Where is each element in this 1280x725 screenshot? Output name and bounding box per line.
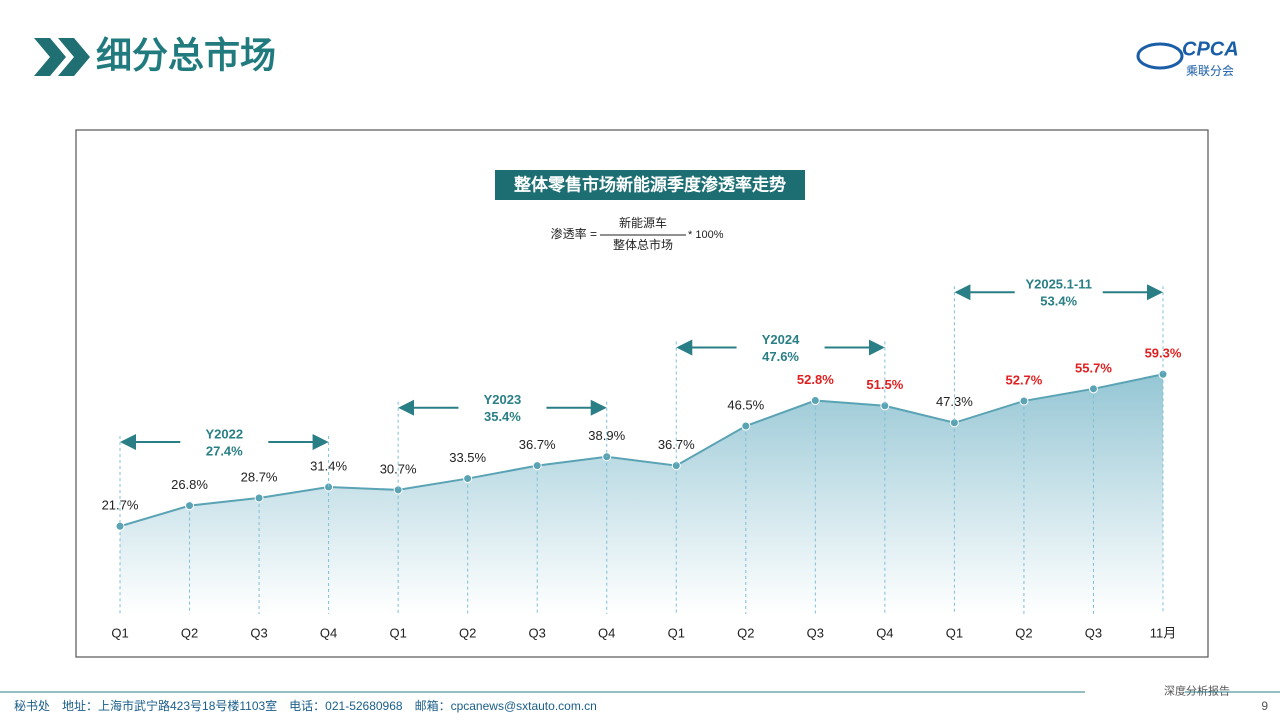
period-name: Y2023 xyxy=(484,392,522,407)
value-label: 46.5% xyxy=(727,397,764,412)
formula-numerator: 新能源车 xyxy=(619,215,667,230)
period-text: 53.4% xyxy=(1040,294,1077,309)
chart-title-box xyxy=(495,170,805,200)
period-label-bg xyxy=(1014,276,1103,313)
point xyxy=(741,421,751,431)
x-tick-label: Q3 xyxy=(529,625,546,640)
value-label: 33.5% xyxy=(449,450,486,465)
value-label: 52.7% xyxy=(1005,372,1042,387)
point xyxy=(1088,384,1098,394)
point xyxy=(463,474,473,484)
period-text: 47.6% xyxy=(762,349,799,364)
period-name: Y2022 xyxy=(206,426,244,441)
point xyxy=(810,396,820,406)
x-tick-label: Q3 xyxy=(1085,625,1102,640)
x-tick-label: 11月 xyxy=(1150,625,1177,640)
value-label: 28.7% xyxy=(241,469,278,484)
point xyxy=(254,493,264,503)
period-label-bg xyxy=(736,331,825,368)
point xyxy=(1019,396,1029,406)
chart-title: 整体零售市场新能源季度渗透率走势 xyxy=(514,174,786,194)
formula-suffix: * 100% xyxy=(688,229,724,241)
x-tick-label: Q4 xyxy=(598,625,615,640)
line xyxy=(119,373,1164,528)
logo-text: CPCA xyxy=(1182,38,1239,60)
period-name: Y2024 xyxy=(762,332,800,347)
formula-denominator: 整体总市场 xyxy=(613,237,673,252)
page-title: 细分总市场 xyxy=(96,35,276,76)
value-label: 36.7% xyxy=(519,437,556,452)
period-label-bg xyxy=(458,391,547,428)
x-tick-label: Q3 xyxy=(250,625,267,640)
logo-subtext: 乘联分会 xyxy=(1186,64,1234,78)
value-label: 55.7% xyxy=(1075,360,1112,375)
logo: CPCA 乘联分会 xyxy=(1136,38,1239,78)
period-name: Y2025.1-11 xyxy=(1025,277,1092,292)
period-text: 27.4% xyxy=(206,443,243,458)
footer-contact: 秘书处 地址：上海市武宁路423号18号楼1103室 电话：021-526809… xyxy=(14,698,597,713)
footer-tag: 深度分析报告 xyxy=(1164,684,1230,698)
x-tick-label: Q1 xyxy=(389,625,406,640)
area xyxy=(120,374,1163,614)
x-tick-label: Q4 xyxy=(320,625,337,640)
x-tick-label: Q1 xyxy=(668,625,685,640)
value-label: 52.8% xyxy=(797,372,834,387)
period-label-bg xyxy=(180,426,269,463)
header-icon xyxy=(34,38,90,76)
point xyxy=(532,461,542,471)
value-label: 31.4% xyxy=(310,458,347,473)
x-tick-label: Q2 xyxy=(737,625,754,640)
x-tick-label: Q2 xyxy=(181,625,198,640)
page-number: 9 xyxy=(1261,699,1268,713)
period-text: 35.4% xyxy=(484,409,521,424)
plot: 21.7%Q126.8%Q228.7%Q331.4%Q430.7%Q133.5%… xyxy=(102,276,1182,640)
x-tick-label: Q3 xyxy=(807,625,824,640)
x-tick-label: Q2 xyxy=(1015,625,1032,640)
x-tick-label: Q1 xyxy=(111,625,128,640)
formula-lhs: 渗透率 = xyxy=(551,226,597,241)
x-tick-label: Q1 xyxy=(946,625,963,640)
x-tick-label: Q4 xyxy=(876,625,893,640)
value-label: 21.7% xyxy=(102,498,139,513)
x-tick-label: Q2 xyxy=(459,625,476,640)
value-label: 38.9% xyxy=(588,428,625,443)
value-label: 26.8% xyxy=(171,477,208,492)
point xyxy=(185,501,195,511)
